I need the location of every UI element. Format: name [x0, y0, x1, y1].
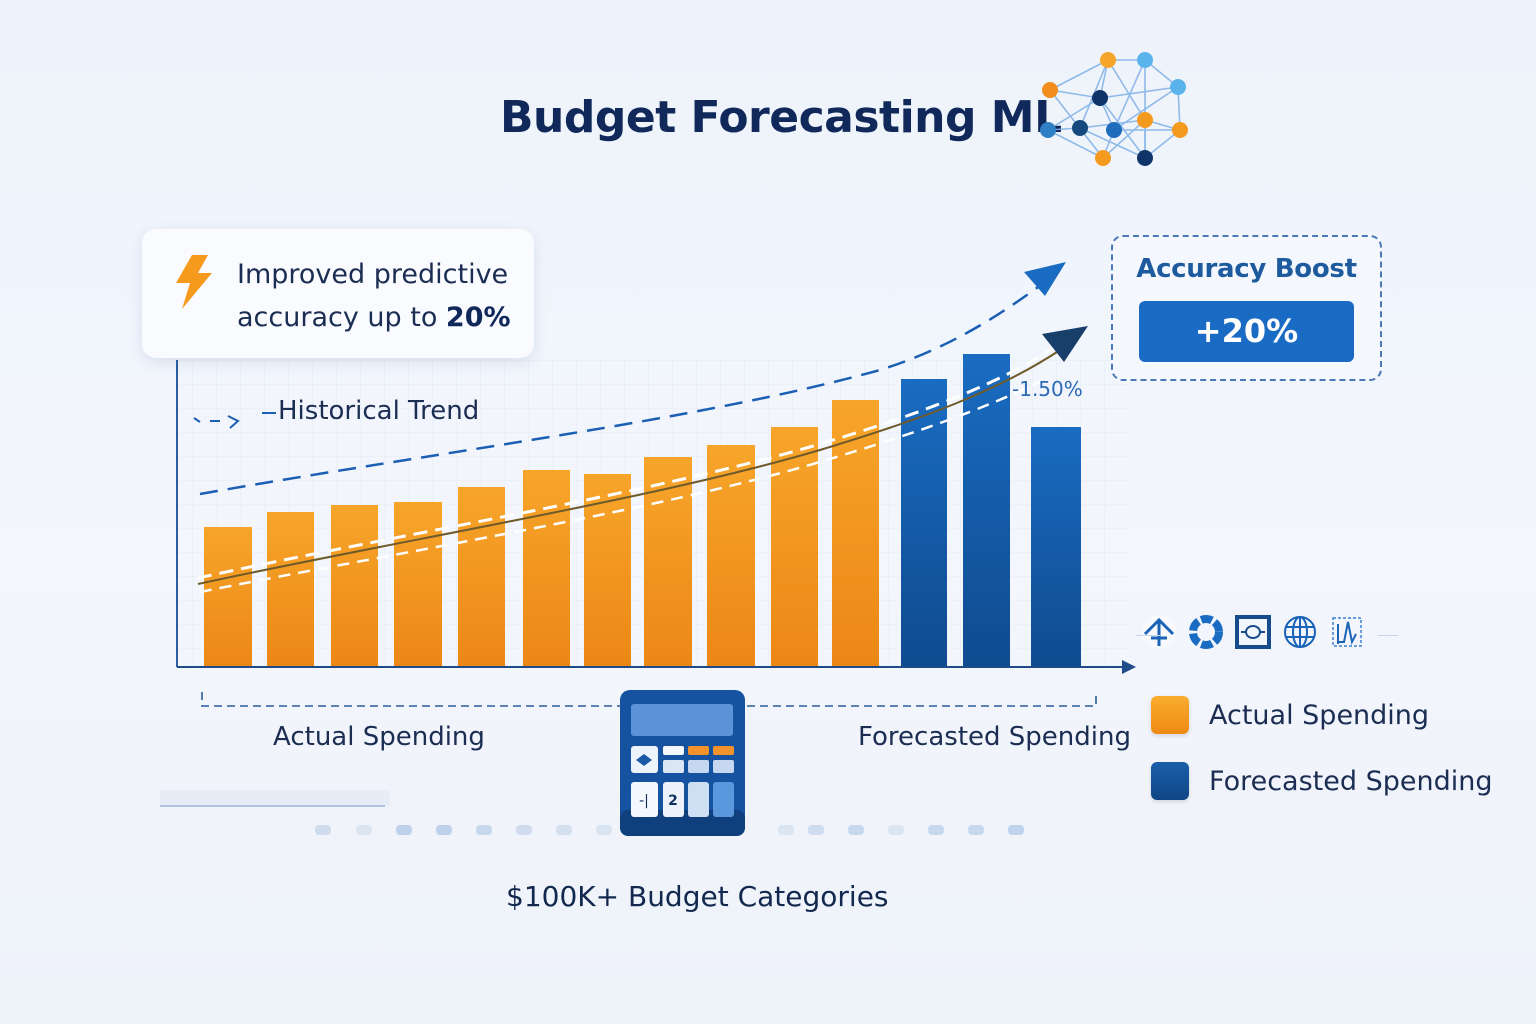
legend-item-actual[interactable]: Actual Spending	[1151, 696, 1492, 734]
page-title: Budget Forecasting ML	[500, 92, 1062, 143]
accuracy-callout-card: Improved predictive accuracy up to 20%	[142, 229, 534, 358]
callout-line-2: accuracy up to 20%	[237, 302, 511, 333]
legend-label-actual: Actual Spending	[1209, 699, 1430, 731]
lightning-bolt-icon	[176, 255, 212, 309]
chart-legend: Actual Spending Forecasted Spending	[1151, 696, 1492, 800]
monitor-icon[interactable]	[1234, 612, 1272, 652]
forecast-bars	[901, 354, 1081, 666]
neural-network-icon	[1040, 52, 1188, 166]
svg-text:2: 2	[668, 793, 678, 809]
category-dots	[315, 825, 1024, 835]
budget-categories-label: $100K+ Budget Categories	[506, 880, 889, 913]
legend-label-forecast: Forecasted Spending	[1209, 765, 1493, 797]
callout-value: 20%	[445, 302, 511, 333]
forecast-segment-label: Forecasted Spending	[858, 722, 1131, 752]
divider	[1136, 635, 1160, 636]
svg-text:-|: -|	[639, 793, 649, 809]
calculator-icon: -| 2	[620, 690, 745, 836]
waveform-chart-icon[interactable]	[1328, 612, 1366, 652]
actual-segment-label: Actual Spending	[273, 722, 485, 752]
accuracy-boost-panel: Accuracy Boost +20%	[1111, 235, 1382, 381]
divider	[1378, 635, 1398, 636]
globe-icon[interactable]	[1281, 612, 1319, 652]
callout-line-1: Improved predictive	[237, 259, 509, 290]
percent-change-label: -1.50%	[1012, 377, 1083, 401]
legend-swatch-actual	[1151, 696, 1189, 734]
accuracy-boost-label: Accuracy Boost	[1136, 254, 1357, 284]
legend-swatch-forecast	[1151, 762, 1189, 800]
accuracy-boost-value: +20%	[1139, 301, 1354, 362]
lifebuoy-icon[interactable]	[1187, 612, 1225, 652]
legend-item-forecast[interactable]: Forecasted Spending	[1151, 762, 1492, 800]
tool-icon-row	[1140, 612, 1366, 652]
historical-trend-label: Historical Trend	[278, 396, 480, 426]
signpost-icon[interactable]	[1140, 612, 1178, 652]
